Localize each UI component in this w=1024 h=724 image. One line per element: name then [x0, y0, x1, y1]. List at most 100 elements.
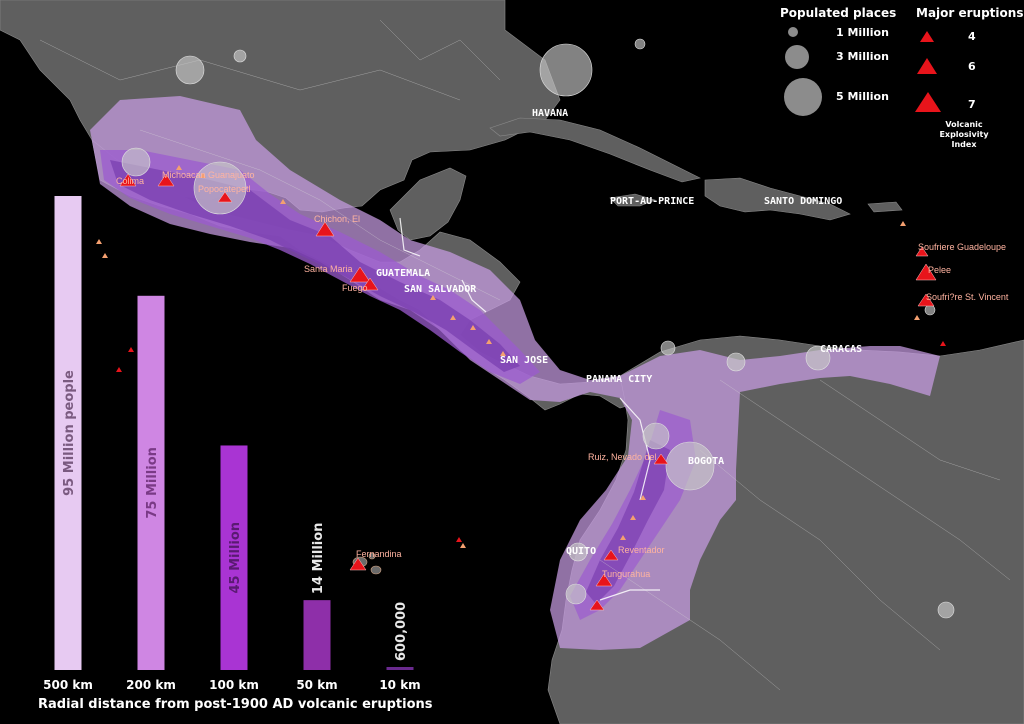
population-bar-chart: 95 Million people 75 Million 45 Million 14 … [54, 196, 414, 670]
bar-category-label: 10 km [379, 678, 421, 692]
chart-x-axis-title: Radial distance from post-1900 AD volcan… [38, 697, 433, 712]
eruption-triangle [917, 293, 935, 307]
legend-triangle-4 [920, 31, 934, 42]
volcano-label: Ruiz, Nevado del [588, 452, 657, 462]
bar-value-label: 75 Million [145, 447, 160, 519]
eruption-triangle [603, 549, 619, 561]
volcano-label: Popocatepetl [198, 184, 251, 194]
volcano-label: Michoacan Guanajuato [162, 170, 255, 180]
bar-value-label: 95 Million people [62, 370, 77, 496]
puerto-rico-land [867, 201, 903, 213]
city-bubble [121, 147, 151, 177]
legend-label-vei-4: 4 [968, 30, 976, 43]
city-bubble [805, 345, 831, 371]
city-label: PORT-AU-PRINCE [610, 196, 694, 207]
eruption-triangle [361, 277, 379, 291]
city-label: SAN JOSE [500, 355, 548, 366]
city-bubble [665, 441, 715, 491]
bar-200-km [137, 295, 165, 670]
eruption-triangle [653, 453, 669, 465]
eruption-triangle [915, 263, 937, 281]
city-label: SANTO DOMINGO [764, 196, 842, 207]
vei-note-line: Index [951, 140, 977, 149]
volcano-labels: Colima Michoacan Guanajuato Popocatepetl… [116, 170, 1009, 579]
eruption-triangle [315, 221, 335, 237]
city-bubble [642, 422, 670, 450]
volcano-label: Chichon, El [314, 214, 360, 224]
vei-note: Volcanic Explosivity Index [934, 120, 994, 150]
eruption-triangle [349, 557, 367, 571]
small-red-markers [116, 341, 946, 542]
eruption-triangle [217, 191, 233, 203]
bar-category-label: 100 km [209, 678, 259, 692]
eruption-triangle [119, 173, 137, 187]
bar-50-km [303, 600, 331, 670]
volcano-label: Fuego [342, 283, 368, 293]
city-label: SAN SALVADOR [404, 284, 477, 295]
legend-triangle-6 [917, 58, 937, 74]
city-label: QUITO [566, 546, 596, 557]
city-bubble [539, 43, 593, 97]
city-labels: HAVANA PORT-AU-PRINCE SANTO DOMINGO GUAT… [376, 108, 862, 557]
legend-label-vei-7: 7 [968, 98, 976, 111]
bar-category-label: 200 km [126, 678, 176, 692]
city-bubble [937, 601, 955, 619]
bar-value-label: 14 Million [311, 523, 326, 595]
volcano-label: Tungurahua [602, 569, 650, 579]
vei-note-line: Explosivity [939, 130, 989, 139]
eruption-triangle [915, 246, 929, 257]
eruption-triangle [157, 173, 175, 187]
volcano-label: Pelee [928, 265, 951, 275]
yucatan-land [389, 167, 467, 241]
legend-bubble-5m [784, 78, 822, 116]
jamaica-land [609, 193, 656, 207]
city-bubbles [121, 38, 955, 619]
populated-places-title: Populated places [780, 6, 897, 20]
hispaniola-land [704, 177, 851, 221]
city-label: BOGOTA [688, 456, 724, 467]
legend-label-1m: 1 Million [836, 26, 889, 39]
city-bubble [233, 49, 247, 63]
eruption-triangle [589, 599, 605, 611]
city-bubble [175, 55, 205, 85]
bar-value-label: 600,000 [394, 602, 409, 661]
volcano-label: Fernandina [356, 549, 402, 559]
city-bubble [193, 161, 247, 215]
legend-label-vei-6: 6 [968, 60, 976, 73]
road-network [39, 19, 1011, 691]
city-label: GUATEMALA [376, 268, 430, 279]
bar-10-km [386, 667, 414, 670]
city-bubble [565, 583, 587, 605]
city-label: CARACAS [820, 344, 862, 355]
vei-note-line: Volcanic [945, 120, 983, 129]
city-bubble [568, 542, 588, 562]
city-label: PANAMA CITY [586, 374, 652, 385]
legend-symbols [784, 27, 941, 116]
bar-category-label: 500 km [43, 678, 93, 692]
legend-bubble-3m [785, 45, 809, 69]
major-eruptions-title: Major eruptions [916, 6, 1024, 20]
legend-label-5m: 5 Million [836, 90, 889, 103]
volcano-label: Colima [116, 176, 144, 186]
eruption-triangle [595, 573, 613, 587]
volcano-label: Soufriere Guadeloupe [918, 242, 1006, 252]
volcano-label: Soufri?re St. Vincent [926, 292, 1009, 302]
bar-value-label: 45 Million [228, 522, 243, 594]
legend-bubble-1m [788, 27, 798, 37]
city-bubble [660, 340, 676, 356]
legend-label-3m: 3 Million [836, 50, 889, 63]
city-bubble [924, 304, 936, 316]
bar-500-km [54, 196, 82, 670]
city-label: HAVANA [532, 108, 568, 119]
bar-category-label: 50 km [296, 678, 338, 692]
eruption-triangle [349, 266, 371, 283]
cuba-land [489, 117, 701, 183]
city-bubble [726, 352, 746, 372]
legend-triangle-7 [915, 92, 941, 112]
bar-100-km [220, 445, 248, 670]
volcano-label: Reventador [618, 545, 665, 555]
volcano-label: Santa Maria [304, 264, 353, 274]
major-eruptions [119, 173, 937, 611]
